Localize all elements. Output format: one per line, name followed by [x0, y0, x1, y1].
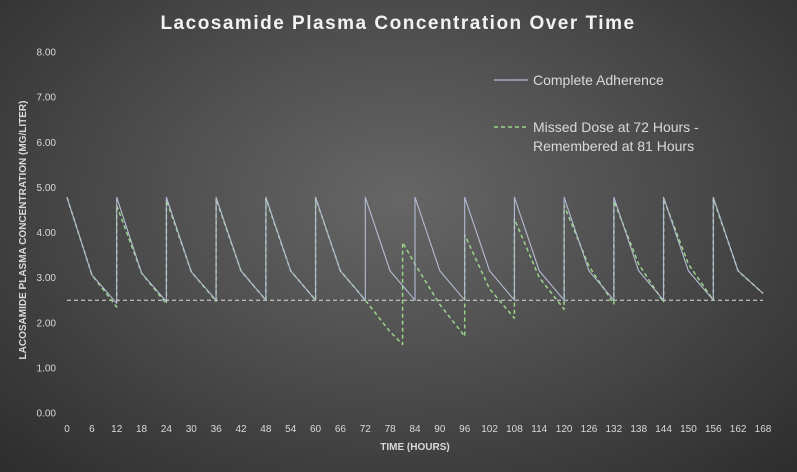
x-tick-label: 48: [260, 424, 272, 435]
x-tick-label: 24: [161, 424, 173, 435]
x-tick-label: 12: [111, 424, 123, 435]
x-tick-label: 126: [581, 424, 598, 435]
x-tick-label: 150: [680, 424, 697, 435]
y-tick-label: 4.00: [37, 228, 57, 239]
series-line-complete-adherence: [66, 196, 764, 304]
x-tick-label: 132: [606, 424, 623, 435]
y-tick-label: 6.00: [37, 138, 57, 149]
y-axis-label: LACOSAMIDE PLASMA CONCENTRATION (MG/LITE…: [18, 101, 29, 360]
x-tick-label: 168: [755, 424, 772, 435]
x-tick-label: 108: [506, 424, 523, 435]
x-tick-label: 78: [385, 424, 397, 435]
x-tick-label: 162: [730, 424, 747, 435]
x-tick-label: 36: [211, 424, 223, 435]
y-tick-label: 0.00: [37, 409, 57, 420]
x-tick-label: 6: [89, 424, 95, 435]
y-tick-label: 2.00: [37, 318, 57, 329]
legend: Complete Adherence Missed Dose at 72 Hou…: [494, 72, 703, 154]
x-tick-label: 60: [310, 424, 322, 435]
x-tick-label: 0: [64, 424, 70, 435]
y-tick-label: 7.00: [37, 93, 57, 104]
x-tick-label: 114: [531, 424, 547, 435]
x-tick-label: 120: [556, 424, 573, 435]
x-tick-label: 156: [705, 424, 722, 435]
legend-label-missed-dose-line-2: Remembered at 81 Hours: [533, 138, 694, 154]
x-tick-label: 138: [630, 424, 647, 435]
x-tick-label: 18: [136, 424, 148, 435]
x-tick-label: 54: [285, 424, 297, 435]
y-tick-label: 1.00: [37, 363, 57, 374]
x-tick-label: 66: [335, 424, 347, 435]
x-tick-label: 84: [409, 424, 421, 435]
chart-title: Lacosamide Plasma Concentration Over Tim…: [160, 13, 635, 34]
x-tick-label: 42: [235, 424, 247, 435]
x-tick-label: 102: [481, 424, 498, 435]
x-axis-label: TIME (HOURS): [380, 442, 449, 453]
x-tick-label: 144: [655, 424, 672, 435]
x-tick-label: 96: [459, 424, 471, 435]
x-tick-label: 90: [434, 424, 446, 435]
y-tick-label: 8.00: [37, 48, 57, 59]
legend-label-complete-adherence: Complete Adherence: [533, 72, 664, 88]
legend-label-missed-dose-line-1: Missed Dose at 72 Hours -: [533, 119, 699, 135]
y-tick-label: 5.00: [37, 183, 57, 194]
legend-label-missed-dose: Missed Dose at 72 Hours - Remembered at …: [533, 119, 703, 154]
x-tick-label: 30: [186, 424, 198, 435]
series-line-missed-dose: [66, 197, 764, 346]
y-tick-label: 3.00: [37, 273, 57, 284]
x-tick-label: 72: [360, 424, 372, 435]
